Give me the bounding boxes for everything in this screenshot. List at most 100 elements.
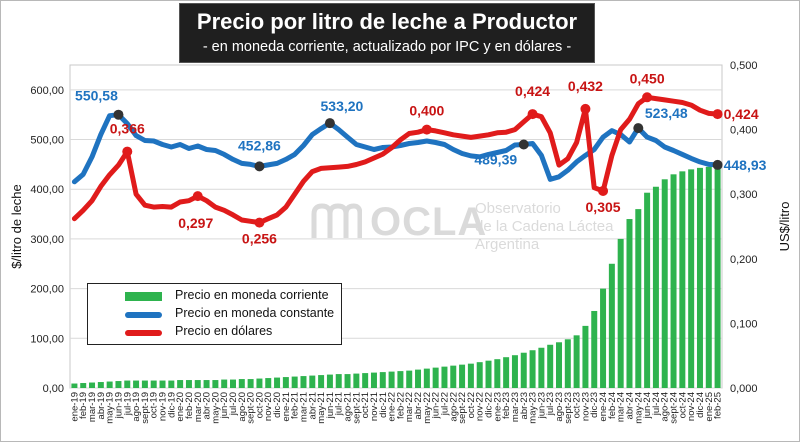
- y-tick-label: 500,00: [30, 135, 64, 147]
- bar-corriente: [459, 364, 466, 388]
- marker-dolares: [122, 146, 133, 157]
- x-tick-label: mar-21: [298, 392, 309, 422]
- y2-tick-label: 0,400: [730, 125, 758, 137]
- label-dolares: 0,297: [178, 215, 213, 231]
- x-tick-label: nov-20: [263, 392, 274, 421]
- x-tick-label: sept-24: [669, 392, 680, 424]
- legend-item-dolares: Precio en dólares: [88, 323, 341, 341]
- x-tick-label: feb-23: [501, 392, 512, 419]
- bar-corriente: [556, 342, 562, 388]
- bar-corriente: [344, 374, 351, 388]
- bar-corriente: [450, 365, 457, 388]
- bar-corriente: [511, 355, 518, 388]
- bar-corriente: [256, 378, 263, 388]
- bar-corriente: [291, 376, 298, 388]
- bar-corriente: [573, 335, 580, 388]
- bar-corriente: [714, 166, 721, 388]
- x-tick-label: abr-20: [202, 392, 213, 419]
- x-tick-label: dic-20: [272, 392, 283, 418]
- bar-corriente: [326, 374, 333, 388]
- legend-item-corriente: Precio en moneda corriente: [88, 287, 341, 305]
- bar-corriente: [89, 382, 96, 388]
- bar-corriente: [379, 372, 386, 388]
- chart-legend: Precio en moneda corriente Precio en mon…: [87, 283, 342, 345]
- bar-corriente: [370, 372, 377, 388]
- label-constante: 523,48: [645, 105, 688, 121]
- bar-corriente: [97, 382, 104, 388]
- y2-tick-label: 0,500: [730, 60, 758, 72]
- marker-dolares: [642, 92, 653, 103]
- x-tick-label: may-22: [422, 392, 433, 424]
- x-tick-label: nov-19: [158, 392, 169, 421]
- bar-corriente: [696, 167, 703, 388]
- x-tick-label: ago-20: [237, 392, 248, 422]
- watermark-logo-text: OCLA: [370, 200, 488, 244]
- bar-corriente: [194, 380, 201, 388]
- bar-corriente: [274, 377, 281, 388]
- y-tick-label: 300,00: [30, 234, 64, 246]
- label-constante: 452,86: [238, 137, 281, 153]
- bar-corriente: [617, 238, 624, 388]
- chart-title: Precio por litro de leche a Productor: [196, 9, 578, 34]
- bar-corriente: [547, 344, 554, 388]
- x-tick-label: ene-22: [387, 392, 398, 422]
- marker-constante: [324, 118, 335, 129]
- x-tick-label: jul-22: [439, 392, 450, 416]
- bar-corriente: [423, 368, 430, 388]
- bar-corriente: [115, 381, 122, 388]
- x-tick-label: sept-20: [246, 392, 257, 424]
- x-tick-label: ene-19: [69, 392, 80, 422]
- bar-corriente: [538, 347, 545, 388]
- bar-corriente: [238, 379, 245, 388]
- y2-tick-label: 0,200: [730, 254, 758, 266]
- x-tick-label: abr-24: [624, 392, 635, 419]
- legend-label-constante: Precio en moneda constante: [175, 306, 335, 320]
- x-tick-label: nov-22: [475, 392, 486, 421]
- legend-label-dolares: Precio en dólares: [175, 324, 273, 338]
- x-tick-label: jun-24: [642, 392, 653, 419]
- bar-corriente: [265, 378, 272, 388]
- x-tick-label: dic-23: [589, 392, 600, 418]
- x-tick-label: jul-21: [334, 392, 345, 416]
- x-tick-label: ago-19: [131, 392, 142, 422]
- label-constante: 489,39: [474, 152, 517, 168]
- marker-dolares: [254, 217, 265, 228]
- bar-corriente: [247, 379, 254, 388]
- label-constante: 448,93: [724, 157, 767, 173]
- x-tick-label: sept-19: [140, 392, 151, 424]
- x-tick-label: sept-23: [563, 392, 574, 424]
- marker-constante: [712, 159, 723, 170]
- x-tick-label: oct-23: [572, 392, 583, 418]
- legend-item-constante: Precio en moneda constante: [88, 305, 341, 323]
- bar-corriente: [353, 373, 360, 388]
- label-dolares: 0,450: [630, 70, 665, 86]
- bar-corriente: [185, 380, 192, 388]
- bar-corriente: [635, 209, 642, 388]
- x-tick-label: feb-24: [607, 392, 618, 419]
- x-tick-label: dic-21: [378, 392, 389, 418]
- x-tick-label: dic-22: [484, 392, 495, 418]
- bar-corriente: [106, 381, 113, 388]
- x-tick-label: jun-21: [325, 392, 336, 419]
- x-tick-label: jun-22: [431, 392, 442, 419]
- bar-corriente: [141, 380, 148, 388]
- bar-corriente: [644, 192, 651, 388]
- y-tick-label: 100,00: [30, 333, 64, 345]
- x-tick-label: oct-24: [677, 392, 688, 418]
- ocla-logo-icon: [311, 203, 362, 238]
- bar-corriente: [520, 352, 527, 388]
- x-tick-label: mar-20: [193, 392, 204, 422]
- legend-swatch-corriente: [125, 292, 162, 301]
- bar-corriente: [679, 171, 686, 388]
- bar-corriente: [582, 325, 589, 388]
- marker-dolares: [192, 191, 203, 202]
- bar-corriente: [600, 288, 607, 388]
- label-dolares: 0,305: [586, 199, 621, 215]
- x-tick-label: feb-19: [78, 392, 89, 419]
- label-constante: 533,20: [321, 98, 364, 114]
- label-dolares: 0,432: [568, 78, 603, 94]
- x-tick-label: oct-19: [149, 392, 160, 418]
- bar-corriente: [397, 371, 404, 388]
- label-constante: 550,58: [75, 88, 118, 104]
- x-tick-label: dic-19: [166, 392, 177, 418]
